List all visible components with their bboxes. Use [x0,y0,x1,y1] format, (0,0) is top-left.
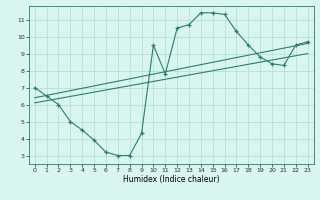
X-axis label: Humidex (Indice chaleur): Humidex (Indice chaleur) [123,175,220,184]
